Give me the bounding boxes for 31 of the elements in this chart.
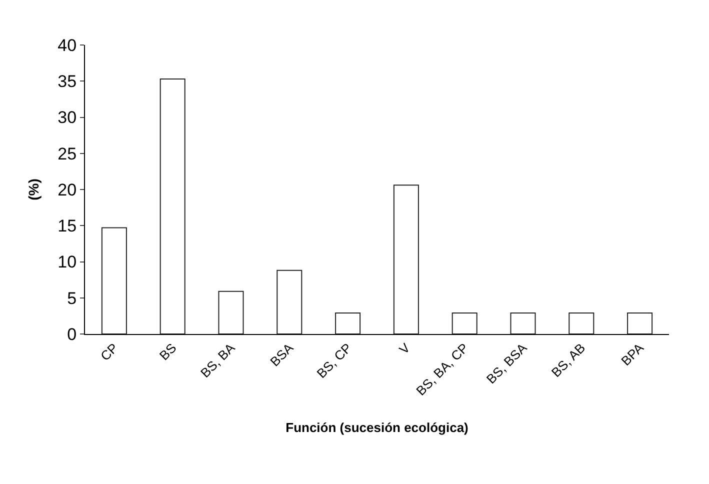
y-tick-label: 15 xyxy=(58,216,77,236)
bar xyxy=(160,78,186,334)
x-tick-label: BS, BA xyxy=(197,340,238,380)
y-tick-label: 5 xyxy=(67,288,77,308)
bar xyxy=(627,312,653,334)
y-tick-label: 40 xyxy=(58,36,77,55)
bar xyxy=(568,312,594,334)
bar xyxy=(393,184,419,334)
x-tick-label: BS, BSA xyxy=(483,340,530,387)
x-tick-label: BS xyxy=(156,340,180,364)
bar xyxy=(335,312,361,334)
y-tick-label: 25 xyxy=(58,144,77,164)
bar xyxy=(218,290,244,334)
x-tick-label: BPA xyxy=(618,340,647,369)
y-tick-label: 10 xyxy=(58,252,77,272)
y-tick-label: 0 xyxy=(67,324,77,344)
y-axis-title: (%) xyxy=(25,178,42,200)
bar xyxy=(101,227,127,334)
bar xyxy=(510,312,536,334)
y-tick-label: 35 xyxy=(58,72,77,92)
x-tick-label: CP xyxy=(98,340,121,364)
y-tick-label: 20 xyxy=(58,180,77,200)
bar xyxy=(452,312,478,334)
y-tick-label: 30 xyxy=(58,108,77,128)
x-tick-label: BS, CP xyxy=(314,340,355,381)
x-tick-label: BSA xyxy=(267,340,296,370)
x-tick-label: BS, BA, CP xyxy=(413,340,472,398)
x-tick-label: BS, AB xyxy=(548,340,588,380)
x-axis-title: Función (sucesión ecológica) xyxy=(286,420,468,435)
bar xyxy=(276,270,302,334)
x-tick-label: V xyxy=(396,340,414,357)
